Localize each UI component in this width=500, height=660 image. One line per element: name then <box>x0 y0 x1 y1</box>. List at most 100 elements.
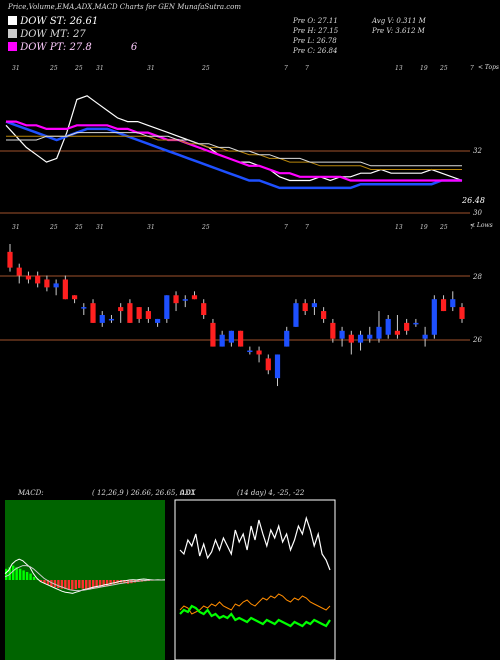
macd-hist-25 <box>91 580 95 589</box>
candle-body-35 <box>330 322 336 339</box>
ema-x-label-6: 7 <box>284 65 288 72</box>
macd-hist-17 <box>64 580 67 589</box>
ema-x-label-3: 31 <box>96 65 104 72</box>
ema-x-label-11: 7 <box>470 65 474 72</box>
macd-hist-27 <box>98 580 102 588</box>
macd-hist-0 <box>5 568 8 580</box>
dow-st-label: DOW ST: 26.61 <box>20 16 99 27</box>
candle-body-34 <box>321 311 327 319</box>
price-x-label-10: 25 <box>439 224 448 231</box>
ema-price-label: 26.48 <box>462 196 485 205</box>
prev-high: Pre H: 27.15 <box>293 27 339 35</box>
adx-background <box>174 499 336 660</box>
ema-series-2 <box>6 120 462 182</box>
candle-body-25 <box>238 330 244 347</box>
adx-values: (14 day) 4, -25, -22 <box>237 489 305 497</box>
macd-hist-14 <box>53 580 57 588</box>
pt-swatch <box>8 42 17 51</box>
prev-low: Pre L: 26.78 <box>293 37 337 45</box>
candle-body-7 <box>71 295 78 300</box>
price-x-label-8: 13 <box>395 224 403 231</box>
candle-body-27 <box>256 350 262 355</box>
candle-body-41 <box>385 318 391 335</box>
candle-body-31 <box>293 303 299 327</box>
candle-body-10 <box>99 315 105 323</box>
ema-x-label-7: 7 <box>305 65 309 72</box>
macd-hist-12 <box>46 580 50 585</box>
candle-body-36 <box>339 330 345 339</box>
adx-line-1 <box>179 593 331 615</box>
ema-x-label-5: 25 <box>201 65 210 72</box>
price-x-label-5: 25 <box>201 224 210 231</box>
macd-hist-8 <box>32 576 36 580</box>
price-x-label-6: 7 <box>284 224 288 231</box>
dow-mt-label: DOW MT: 27 <box>20 29 86 40</box>
candle-body-15 <box>145 311 151 319</box>
ema-x-label-2: 25 <box>74 65 83 72</box>
macd-hist-9 <box>36 579 39 580</box>
prev-volume: Pre V: 3.612 M <box>372 27 425 35</box>
price-x-label-9: 19 <box>420 224 428 231</box>
macd-hist-11 <box>43 580 46 584</box>
candle-body-32 <box>302 303 308 312</box>
macd-hist-28 <box>102 580 105 587</box>
price-x-label-11: 7 <box>470 224 474 231</box>
macd-hist-15 <box>57 580 60 588</box>
price-x-label-7: 7 <box>305 224 309 231</box>
candle-body-49 <box>459 307 465 319</box>
macd-hist-4 <box>18 568 22 580</box>
ema-series-3 <box>6 135 462 170</box>
macd-hist-19 <box>71 580 74 590</box>
dow-st-legend: DOW ST: 26.61 <box>8 16 98 27</box>
macd-hist-21 <box>78 580 81 588</box>
chart-title: Price,Volume,EMA,ADX,MACD Charts for GEN… <box>8 3 241 11</box>
macd-hist-18 <box>67 580 71 590</box>
candle-body-23 <box>219 334 225 347</box>
price-level-28: 28 <box>473 273 482 281</box>
candle-body-28 <box>265 358 271 371</box>
candle-body-22 <box>210 322 216 347</box>
candle-body-6 <box>62 279 68 300</box>
candle-body-0 <box>7 251 13 268</box>
candle-body-48 <box>450 299 456 308</box>
candle-body-33 <box>311 303 318 308</box>
candle-body-20 <box>191 295 198 300</box>
price-x-label-1: 25 <box>49 224 58 231</box>
macd-hist-6 <box>25 572 29 580</box>
dow-pt-legend: DOW PT: 27.8 6 <box>8 42 137 53</box>
adx-line-2 <box>179 604 331 628</box>
dow-pt-extra: 6 <box>130 42 138 53</box>
macd-hist-7 <box>29 573 32 580</box>
adx-label: ADX <box>180 489 196 497</box>
candle-body-29 <box>274 354 281 379</box>
candle-body-45 <box>422 334 428 339</box>
candle-body-3 <box>35 275 41 284</box>
lows-label: < Lows <box>470 222 493 229</box>
site-text: MunafaSutra.com <box>177 3 242 11</box>
title-text: Price,Volume,EMA,ADX,MACD Charts for GEN <box>8 3 176 11</box>
candle-body-40 <box>376 326 382 339</box>
candle-body-46 <box>431 299 437 335</box>
candle-body-4 <box>44 279 50 288</box>
price-x-label-4: 31 <box>147 224 155 231</box>
price-x-label-3: 31 <box>96 224 104 231</box>
candle-body-21 <box>201 303 207 315</box>
macd-hist-5 <box>22 570 25 580</box>
macd-values: ( 12,26,9 ) 26.66, 26.65, 0.01 <box>92 489 196 497</box>
adx-line-0 <box>179 515 331 571</box>
dow-mt-legend: DOW MT: 27 <box>8 29 86 40</box>
st-swatch <box>8 16 17 25</box>
candle-body-19 <box>182 299 188 301</box>
macd-hist-2 <box>11 565 15 580</box>
candle-body-30 <box>284 330 290 347</box>
candle-body-12 <box>118 307 124 312</box>
candle-body-9 <box>90 303 96 323</box>
macd-label: MACD: <box>18 489 44 497</box>
avg-volume: Avg V: 0.311 M <box>372 17 426 25</box>
dow-pt-label: DOW PT: 27.8 <box>20 42 92 53</box>
ema-x-label-8: 13 <box>395 65 403 72</box>
candle-body-26 <box>247 350 253 353</box>
candle-body-18 <box>173 295 179 304</box>
ema-level-32: 32 <box>473 147 482 155</box>
